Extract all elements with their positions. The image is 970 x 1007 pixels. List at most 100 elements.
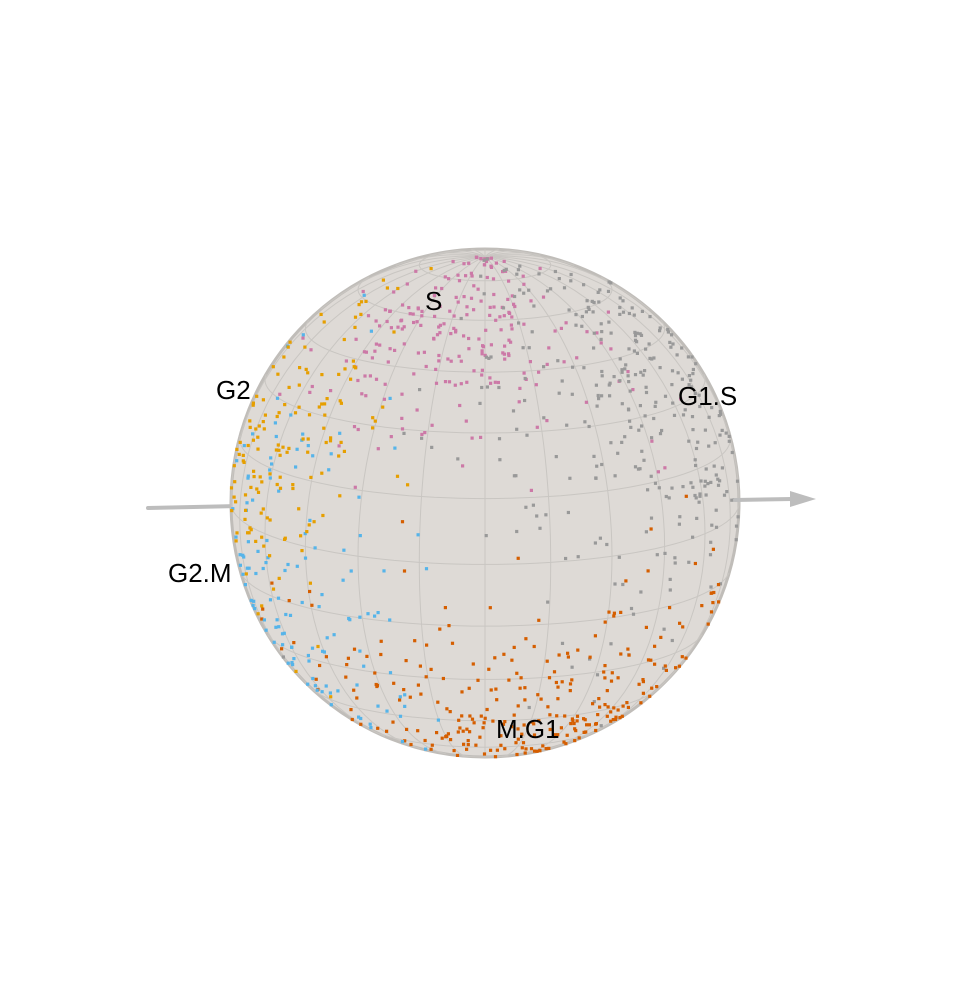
point-g2-m <box>328 691 332 695</box>
point-g2 <box>255 394 259 398</box>
point-m-g1 <box>398 698 402 702</box>
point-g1-s <box>532 304 536 308</box>
point-m-g1 <box>717 600 721 604</box>
point-g2-m <box>274 434 278 439</box>
point-s <box>449 359 453 363</box>
point-g1-s <box>635 331 639 335</box>
point-g1-s <box>487 356 491 360</box>
point-m-g1 <box>655 685 659 689</box>
point-g2-m <box>308 518 312 522</box>
point-s <box>433 314 437 318</box>
point-g1-s <box>402 431 406 435</box>
point-g1-s <box>655 553 659 557</box>
point-g2-m <box>286 562 290 567</box>
point-s <box>599 341 603 345</box>
point-m-g1 <box>478 735 482 739</box>
point-s <box>521 274 525 278</box>
point-m-g1 <box>560 680 564 684</box>
point-m-g1 <box>711 601 715 605</box>
point-g2-m <box>288 613 293 617</box>
point-m-g1 <box>523 698 527 702</box>
point-g2-m <box>336 689 340 693</box>
point-g2-m <box>358 534 362 538</box>
point-g2 <box>265 516 269 520</box>
point-g1-s <box>593 541 597 545</box>
point-m-g1 <box>479 714 483 718</box>
point-m-g1 <box>374 682 378 687</box>
longitude-line <box>471 249 486 257</box>
point-g2-m <box>253 607 257 611</box>
point-g1-s <box>660 428 664 433</box>
point-s <box>420 432 424 436</box>
point-m-g1 <box>419 692 423 696</box>
point-s <box>310 384 314 389</box>
point-s <box>476 287 480 291</box>
point-m-g1 <box>392 681 396 685</box>
point-g2 <box>385 286 389 290</box>
point-g1-s <box>562 286 567 290</box>
point-g1-s <box>644 347 648 351</box>
point-g1-s <box>484 534 488 538</box>
point-s <box>489 256 493 260</box>
point-m-g1 <box>532 722 536 726</box>
point-g2 <box>262 544 266 548</box>
point-g2-m <box>301 333 305 337</box>
point-g1-s <box>535 514 539 518</box>
point-g2-m <box>349 569 353 573</box>
label-s: S <box>425 286 442 316</box>
point-g2-m <box>291 663 295 667</box>
point-g2-m <box>327 468 331 472</box>
point-s <box>402 325 406 329</box>
longitude-line <box>304 256 486 750</box>
longitude-line <box>484 256 613 755</box>
point-g2-m <box>269 456 273 460</box>
point-g1-s <box>663 394 668 398</box>
point-m-g1 <box>585 723 589 727</box>
point-g2 <box>256 435 260 439</box>
point-g2 <box>342 449 346 453</box>
point-g2 <box>259 511 263 515</box>
point-m-g1 <box>435 731 439 735</box>
point-g2 <box>291 483 295 487</box>
point-g1-s <box>459 316 463 321</box>
point-g1-s <box>484 355 488 359</box>
point-m-g1 <box>597 697 601 701</box>
point-s <box>470 436 474 440</box>
point-m-g1 <box>556 685 560 689</box>
point-g1-s <box>542 416 546 420</box>
point-m-g1 <box>373 671 377 675</box>
point-s <box>480 349 484 353</box>
point-m-g1 <box>452 749 456 753</box>
point-g1-s <box>632 313 636 317</box>
point-m-g1 <box>644 625 648 629</box>
point-m-g1 <box>603 676 607 680</box>
point-s <box>606 310 610 314</box>
point-g1-s <box>597 300 601 304</box>
point-g2 <box>234 539 238 543</box>
point-g1-s <box>658 326 662 330</box>
point-g1-s <box>544 513 548 517</box>
longitude-line <box>484 256 552 757</box>
point-g1-s <box>664 494 668 499</box>
point-m-g1 <box>308 589 312 594</box>
point-g1-s <box>652 416 656 421</box>
point-s <box>400 416 404 420</box>
point-g1-s <box>596 290 600 294</box>
longitude-line <box>357 256 486 755</box>
point-s <box>434 367 438 371</box>
point-g1-s <box>530 330 534 334</box>
point-m-g1 <box>403 739 407 743</box>
point-g1-s <box>557 277 561 281</box>
point-s <box>378 324 382 328</box>
point-m-g1 <box>693 561 697 566</box>
point-g2 <box>260 480 264 484</box>
point-m-g1 <box>621 704 625 708</box>
point-m-g1 <box>483 716 487 720</box>
point-m-g1 <box>430 743 434 747</box>
point-g1-s <box>698 492 702 496</box>
point-g1-s <box>553 269 557 274</box>
point-g2 <box>339 440 343 444</box>
point-g1-s <box>513 294 517 299</box>
point-g1-s <box>640 309 644 313</box>
point-s <box>461 464 465 468</box>
